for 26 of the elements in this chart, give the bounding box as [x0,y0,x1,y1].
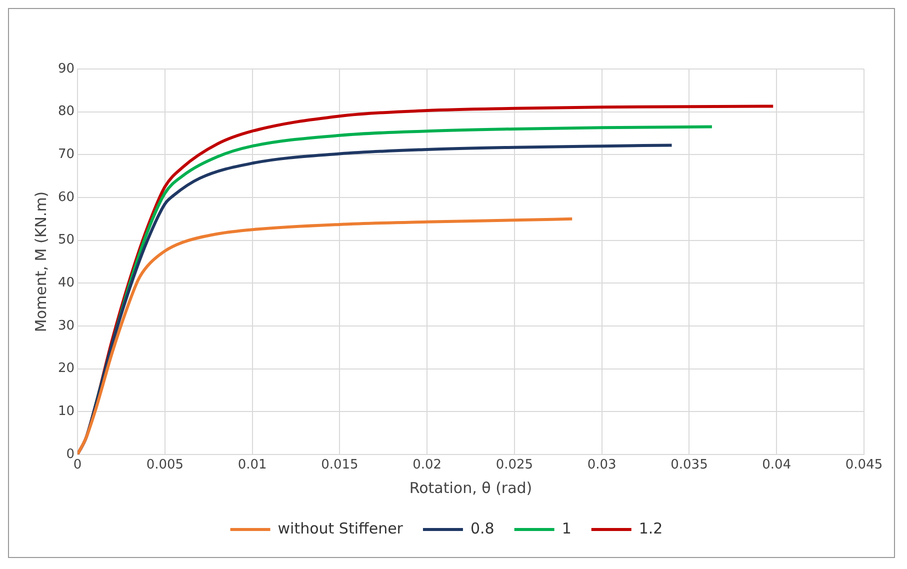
line-series [78,217,574,454]
x-tick-label: 0.02 [412,458,442,473]
y-axis-title: Moment, M (KN.m) [32,191,50,332]
x-tick-label: 0.015 [321,458,358,473]
y-tick-label: 80 [58,104,75,120]
y-tick-label: 0 [66,446,75,462]
x-tick-label: 0.045 [845,458,883,473]
y-tick-label: 20 [58,361,75,376]
x-tick-label: 0.025 [496,458,534,473]
y-tick-label: 40 [58,275,75,290]
x-tick-label: 0.035 [670,458,708,473]
x-tick-label: 0.005 [146,458,184,473]
x-tick-label: 0.01 [238,458,267,473]
x-tick-label: 0.04 [762,458,792,473]
y-tick-label: 90 [58,61,75,76]
legend-label: 1.2 [638,519,663,538]
y-tick-label: 30 [58,318,75,334]
y-tick-label: 70 [58,147,75,162]
y-tick-label: 50 [58,232,75,248]
y-tick-label: 60 [58,190,75,205]
x-axis-title: Rotation, θ (rad) [409,478,532,497]
legend-label: without Stiffener [278,519,404,538]
x-tick-label: 0.03 [587,458,616,473]
y-tick-label: 10 [58,404,75,419]
legend-label: 0.8 [470,519,494,538]
legend-label: 1 [562,519,572,538]
